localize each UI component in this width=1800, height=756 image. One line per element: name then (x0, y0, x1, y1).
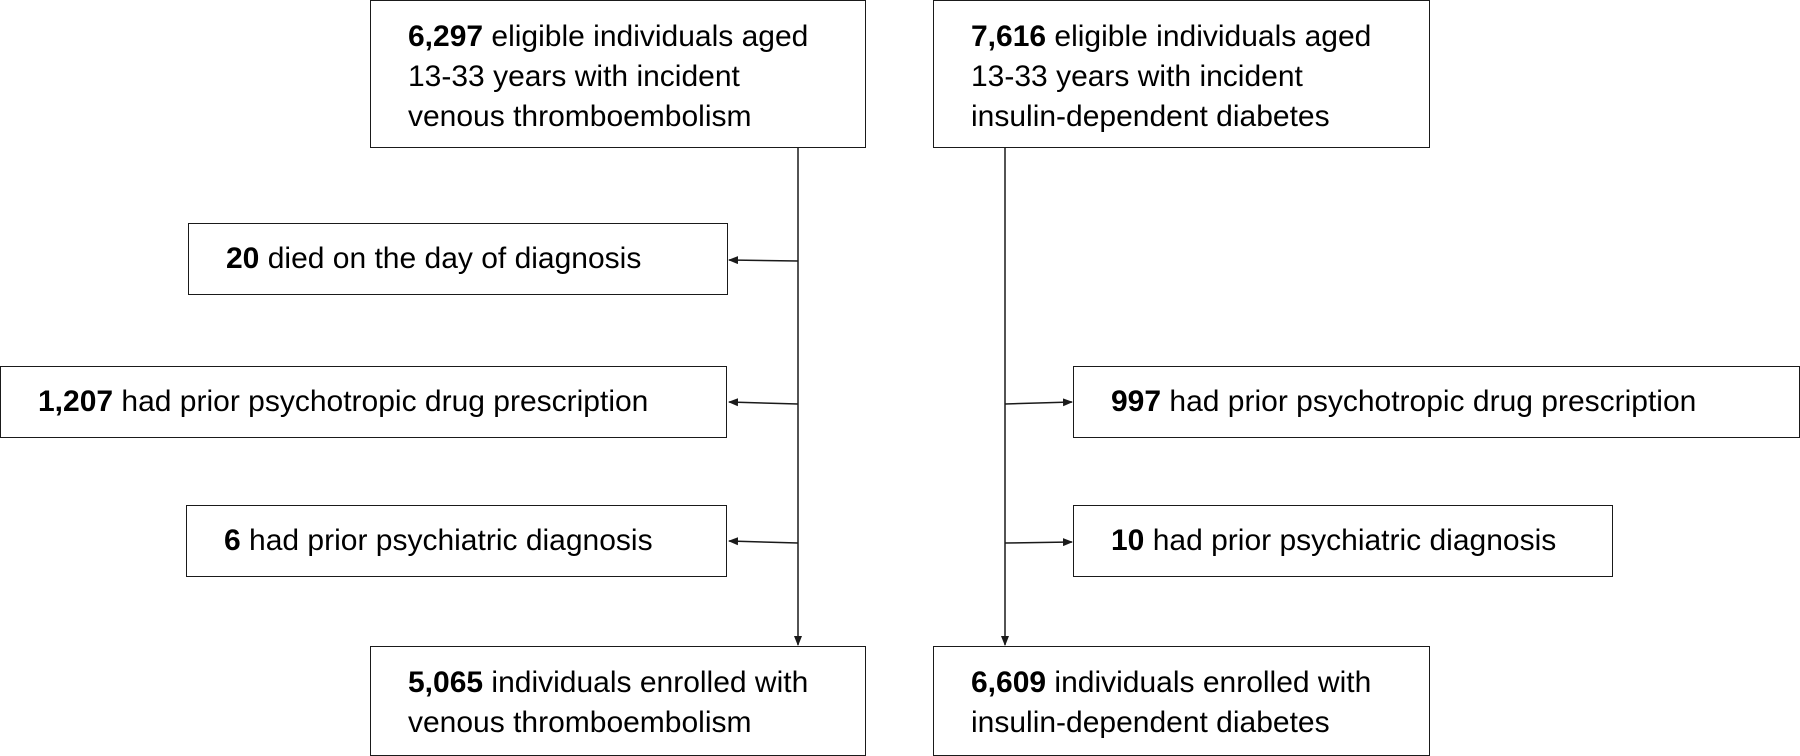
left-branch-arrow-psychotropic (728, 398, 799, 407)
left-end-line-1: individuals enrolled with (491, 666, 809, 699)
left-start-count: 6,297 (408, 20, 484, 53)
left-start-line-2: 13-33 years with incident (408, 60, 740, 93)
right-branch-arrow-psychiatric (1004, 538, 1073, 547)
left-exclusion-died-text: died on the day of diagnosis (267, 242, 642, 275)
right-end-box: 6,609 individuals enrolled with insulin-… (933, 646, 1430, 756)
right-branch-arrow-psychotropic (1004, 398, 1073, 407)
right-end-line-2: insulin-dependent diabetes (971, 706, 1330, 739)
right-exclusion-psychotropic-text: had prior psychotropic drug prescription (1169, 385, 1697, 418)
left-exclusion-psychiatric-text: had prior psychiatric diagnosis (249, 524, 653, 557)
left-end-box: 5,065 individuals enrolled with venous t… (370, 646, 866, 756)
left-end-count: 5,065 (408, 666, 484, 699)
right-exclusion-psychotropic: 997 had prior psychotropic drug prescrip… (1073, 366, 1800, 438)
left-start-box: 6,297 eligible individuals aged 13-33 ye… (370, 0, 866, 148)
left-exclusion-died-count: 20 (226, 242, 260, 275)
left-exclusion-psychiatric: 6 had prior psychiatric diagnosis (186, 505, 727, 577)
right-exclusion-psychiatric-text: had prior psychiatric diagnosis (1152, 524, 1557, 557)
left-branch-arrow-died (728, 256, 799, 265)
left-exclusion-psychotropic: 1,207 had prior psychotropic drug prescr… (0, 366, 727, 438)
right-start-line-1: eligible individuals aged (1054, 20, 1372, 53)
right-exclusion-psychotropic-count: 997 (1111, 385, 1162, 418)
left-branch-arrow-psychiatric (728, 537, 799, 546)
right-exclusion-psychiatric-count: 10 (1111, 524, 1145, 557)
left-exclusion-psychotropic-count: 1,207 (38, 385, 114, 418)
left-exclusion-died: 20 died on the day of diagnosis (188, 223, 728, 295)
left-start-line-1: eligible individuals aged (491, 20, 809, 53)
left-exclusion-psychotropic-text: had prior psychotropic drug prescription (121, 385, 649, 418)
left-end-line-2: venous thromboembolism (408, 706, 752, 739)
left-start-line-3: venous thromboembolism (408, 100, 752, 133)
right-start-count: 7,616 (971, 20, 1047, 53)
right-end-count: 6,609 (971, 666, 1047, 699)
right-start-box: 7,616 eligible individuals aged 13-33 ye… (933, 0, 1430, 148)
right-end-line-1: individuals enrolled with (1054, 666, 1372, 699)
left-exclusion-psychiatric-count: 6 (224, 524, 241, 557)
right-exclusion-psychiatric: 10 had prior psychiatric diagnosis (1073, 505, 1613, 577)
right-start-line-2: 13-33 years with incident (971, 60, 1303, 93)
right-start-line-3: insulin-dependent diabetes (971, 100, 1330, 133)
